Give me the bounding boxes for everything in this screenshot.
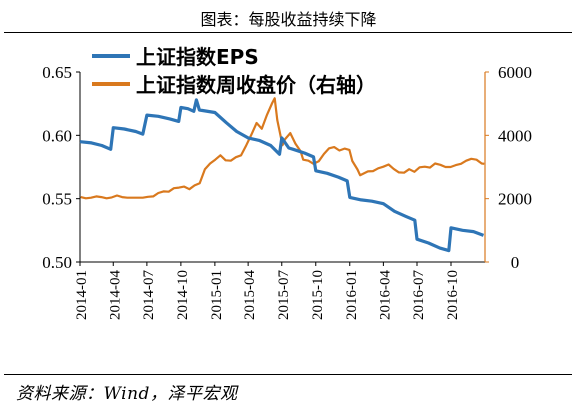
eps-series-line [79, 98, 485, 253]
x-tick-label: 2015-01 [209, 270, 225, 320]
left-tick-label: 0.55 [42, 190, 72, 209]
legend-label-eps: 上证指数EPS [136, 45, 259, 69]
source-note: 资料来源：Wind，泽平宏观 [16, 384, 238, 404]
left-axis-ticks: 0.50 0.55 0.60 0.65 [42, 63, 80, 272]
x-tick-label: 2015-04 [242, 270, 258, 320]
x-tick-label: 2014-01 [74, 270, 90, 320]
x-tick-label: 2016-10 [445, 270, 461, 320]
right-tick-label: 4000 [498, 126, 532, 145]
legend-label-index: 上证指数周收盘价（右轴） [136, 73, 376, 97]
right-tick-label: 2000 [498, 190, 532, 209]
right-tick-label: 0 [511, 253, 520, 272]
chart-title: 图表：每股收益持续下降 [200, 10, 377, 29]
x-tick-label: 2015-10 [310, 270, 326, 320]
left-tick-label: 0.65 [42, 63, 72, 82]
bottom-rule [4, 374, 572, 375]
left-tick-label: 0.60 [42, 126, 72, 145]
x-tick-label: 2016-04 [377, 270, 393, 320]
x-tick-label: 2014-07 [141, 270, 157, 320]
x-tick-label: 2015-07 [276, 270, 292, 320]
x-axis-ticks: 2014-01 2014-04 2014-07 2014-10 2015-01 2015-… [74, 262, 461, 320]
index-series-line [80, 97, 485, 200]
top-rule [4, 32, 572, 33]
right-axis-ticks: 0 2000 4000 6000 [485, 63, 532, 272]
x-tick-label: 2016-07 [411, 270, 427, 320]
x-tick-label: 2014-10 [175, 270, 191, 320]
series-layer [79, 97, 485, 253]
legend: 上证指数EPS 上证指数周收盘价（右轴） [92, 45, 376, 97]
x-tick-label: 2014-04 [107, 270, 123, 320]
x-tick-label: 2016-01 [344, 270, 360, 320]
left-tick-label: 0.50 [42, 253, 72, 272]
right-tick-label: 6000 [498, 63, 532, 82]
